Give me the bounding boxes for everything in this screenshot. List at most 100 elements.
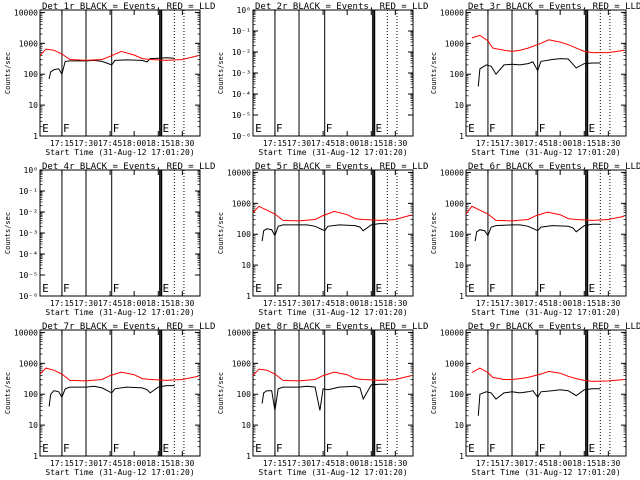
y-tick-label: 10 <box>241 261 251 270</box>
panel-det-7: Det 7r BLACK = Events, RED = LLD Counts/s… <box>4 322 215 477</box>
y-tick-label: 10⁻³ <box>232 69 251 78</box>
marker-label: E <box>42 282 49 295</box>
x-tick-label: 18:00 <box>122 139 146 148</box>
x-tick-label: 18:15 <box>572 139 596 148</box>
y-tick-label: 10000 <box>440 168 464 177</box>
marker-label: F <box>326 442 333 455</box>
marker-label: F <box>113 442 120 455</box>
x-tick-label: 17:15 <box>50 459 74 468</box>
x-tick-label: 18:30 <box>596 459 620 468</box>
x-tick-label: 17:30 <box>287 139 311 148</box>
plot-title: Det 2r BLACK = Events, RED = LLD <box>255 2 428 12</box>
y-tick-label: 100 <box>24 70 39 79</box>
marker-label: E <box>162 122 169 135</box>
y-tick-label: 1000 <box>445 199 464 208</box>
plot-frame <box>465 9 627 137</box>
panel-det-3: Det 3r BLACK = Events, RED = LLD Counts/s… <box>430 2 640 157</box>
x-tick-label: 17:15 <box>50 299 74 308</box>
marker-label: F <box>276 122 283 135</box>
x-tick-label: 17:30 <box>287 299 311 308</box>
plot-frame <box>39 169 201 297</box>
y-tick-label: 1 <box>246 452 251 461</box>
marker-label: F <box>326 282 333 295</box>
marker-label: F <box>63 442 70 455</box>
plot-title: Det 7r BLACK = Events, RED = LLD <box>42 322 215 332</box>
x-tick-label: 17:15 <box>263 139 287 148</box>
y-tick-label: 1 <box>33 452 38 461</box>
plot-frame <box>39 329 201 457</box>
y-tick-label: 10 <box>241 421 251 430</box>
marker-label: E <box>42 122 49 135</box>
y-tick-label: 10000 <box>227 168 251 177</box>
y-tick-label: 10000 <box>440 328 464 337</box>
y-tick-label: 10⁻⁴ <box>19 250 38 259</box>
x-axis-label: Start Time (31-Aug-12 17:01:20) <box>258 148 407 157</box>
panel-det-1: Det 1r BLACK = Events, RED = LLD Counts/s… <box>4 2 215 157</box>
y-tick-label: 1 <box>246 292 251 301</box>
plot-frame <box>252 9 414 137</box>
plot-frame <box>39 9 201 137</box>
plot-frame <box>465 169 627 297</box>
plot-title: Det 9r BLACK = Events, RED = LLD <box>468 322 640 332</box>
x-tick-label: 17:30 <box>74 459 98 468</box>
x-tick-label: 17:45 <box>98 459 122 468</box>
x-axis-label: Start Time (31-Aug-12 17:01:20) <box>45 308 194 317</box>
y-tick-label: 10 <box>28 421 38 430</box>
x-tick-label: 17:30 <box>74 139 98 148</box>
marker-label: E <box>468 282 475 295</box>
y-tick-label: 1000 <box>445 359 464 368</box>
x-tick-label: 18:30 <box>596 139 620 148</box>
marker-label: F <box>326 122 333 135</box>
x-tick-label: 17:15 <box>476 459 500 468</box>
marker-label: E <box>255 442 262 455</box>
lld-series-line <box>252 205 412 222</box>
plot-frame <box>252 329 414 457</box>
y-tick-label: 10⁻⁵ <box>232 111 251 120</box>
marker-label: E <box>255 282 262 295</box>
x-tick-label: 18:00 <box>122 459 146 468</box>
marker-label: E <box>162 442 169 455</box>
x-tick-label: 17:30 <box>500 459 524 468</box>
x-tick-label: 18:30 <box>596 299 620 308</box>
x-tick-label: 18:15 <box>572 459 596 468</box>
y-axis-label: Counts/sec <box>430 52 438 94</box>
x-tick-label: 17:30 <box>74 299 98 308</box>
x-tick-label: 18:30 <box>383 459 407 468</box>
plot-title: Det 4r BLACK = Events, RED = LLD <box>42 162 215 172</box>
marker-label: E <box>255 122 262 135</box>
x-tick-label: 18:00 <box>335 459 359 468</box>
y-tick-label: 100 <box>450 390 465 399</box>
y-tick-label: 1 <box>459 132 464 141</box>
x-tick-label: 17:45 <box>98 139 122 148</box>
marker-label: E <box>588 442 595 455</box>
y-tick-label: 10⁻² <box>232 48 251 57</box>
x-tick-label: 18:15 <box>572 299 596 308</box>
plot-frame <box>252 169 414 297</box>
y-tick-label: 1 <box>33 132 38 141</box>
lld-series-line <box>39 48 199 61</box>
x-tick-label: 17:45 <box>311 139 335 148</box>
marker-label: F <box>113 282 120 295</box>
y-tick-label: 1000 <box>19 359 38 368</box>
y-tick-label: 1 <box>459 452 464 461</box>
y-tick-label: 10000 <box>227 328 251 337</box>
x-tick-label: 18:30 <box>170 139 194 148</box>
events-series-line <box>261 223 388 242</box>
y-tick-label: 1 <box>459 292 464 301</box>
panel-det-2: Det 2r BLACK = Events, RED = LLD Counts/s… <box>217 2 428 157</box>
y-tick-label: 10⁰ <box>24 166 38 175</box>
marker-label: E <box>588 282 595 295</box>
marker-label: E <box>588 122 595 135</box>
panel-det-4: Det 4r BLACK = Events, RED = LLD Counts/s… <box>4 162 215 317</box>
x-axis-label: Start Time (31-Aug-12 17:01:20) <box>45 468 194 477</box>
x-tick-label: 17:30 <box>500 299 524 308</box>
x-tick-label: 17:30 <box>287 459 311 468</box>
x-tick-label: 18:00 <box>335 139 359 148</box>
x-tick-label: 18:00 <box>548 459 572 468</box>
lld-series-line <box>471 367 625 382</box>
y-tick-label: 10⁻² <box>19 208 38 217</box>
y-axis-label: Counts/sec <box>430 212 438 254</box>
events-series-line <box>477 388 601 416</box>
events-series-line <box>477 58 601 87</box>
